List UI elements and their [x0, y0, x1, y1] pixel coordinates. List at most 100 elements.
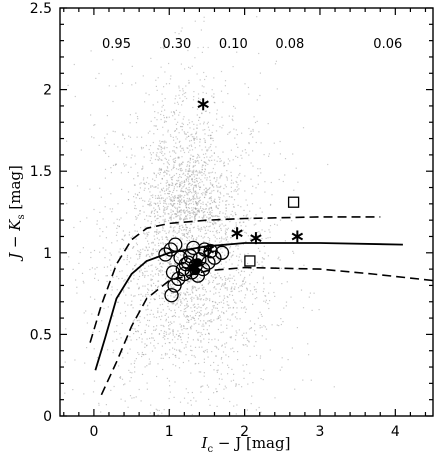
cloud-point	[187, 214, 189, 216]
cloud-point	[133, 362, 135, 364]
cloud-point	[196, 160, 198, 162]
cloud-point	[198, 235, 200, 237]
cloud-point	[198, 287, 200, 289]
cloud-point	[184, 96, 186, 98]
cloud-point	[163, 211, 165, 213]
cloud-point	[173, 150, 175, 152]
cloud-point	[192, 158, 194, 160]
cloud-point	[262, 290, 264, 293]
cloud-point	[206, 221, 208, 223]
cloud-point	[139, 304, 141, 306]
cloud-point	[209, 404, 211, 406]
cloud-point	[220, 185, 222, 187]
cloud-point	[206, 191, 208, 193]
cloud-point	[151, 252, 153, 254]
cloud-point	[168, 116, 170, 118]
cloud-point	[157, 184, 159, 186]
cloud-point	[176, 207, 178, 209]
cloud-point	[153, 316, 155, 318]
cloud-point	[211, 209, 213, 211]
cloud-point	[201, 166, 203, 168]
cloud-point	[171, 204, 173, 206]
cloud-point	[133, 178, 135, 180]
cloud-point	[162, 147, 164, 149]
cloud-point	[72, 389, 74, 391]
cloud-point	[302, 307, 305, 309]
cloud-point	[199, 116, 201, 119]
cloud-point	[179, 176, 181, 178]
cloud-point	[187, 124, 189, 126]
cloud-point	[150, 215, 152, 217]
cloud-point	[221, 251, 223, 253]
cloud-point	[157, 250, 159, 252]
cloud-point	[181, 233, 183, 235]
cloud-point	[226, 301, 228, 303]
cloud-point	[141, 353, 143, 355]
cloud-point	[150, 186, 152, 188]
cloud-point	[225, 176, 228, 178]
cloud-point	[227, 227, 229, 229]
open-circle-point	[165, 265, 181, 280]
cloud-point	[163, 47, 165, 50]
cloud-point	[170, 218, 172, 220]
cloud-point	[239, 274, 242, 276]
cloud-point	[217, 310, 219, 312]
cloud-point	[152, 249, 154, 251]
cloud-point	[127, 406, 129, 408]
cloud-point	[213, 186, 215, 188]
cloud-point	[205, 322, 207, 324]
cloud-point	[206, 261, 208, 263]
cloud-point	[311, 309, 313, 311]
cloud-point	[176, 296, 178, 299]
cloud-point	[196, 298, 198, 300]
cloud-point	[327, 163, 329, 166]
cloud-point	[201, 346, 203, 348]
cloud-point	[212, 96, 214, 99]
cloud-point	[121, 277, 123, 279]
cloud-point	[197, 225, 199, 227]
cloud-point	[189, 214, 191, 216]
cloud-point	[234, 227, 236, 229]
cloud-point	[208, 332, 210, 334]
cloud-point	[256, 261, 258, 263]
cloud-point	[155, 288, 157, 291]
cloud-point	[157, 159, 159, 161]
cloud-point	[278, 256, 280, 258]
cloud-point	[152, 141, 154, 144]
cloud-point	[183, 131, 185, 133]
cloud-point	[121, 322, 123, 324]
cloud-point	[134, 366, 136, 368]
cloud-point	[192, 187, 194, 190]
cloud-point	[224, 282, 226, 284]
cloud-point	[224, 343, 226, 345]
cloud-point	[213, 369, 215, 371]
cloud-point	[179, 206, 181, 208]
cloud-point	[118, 251, 120, 253]
cloud-point	[208, 207, 210, 210]
cloud-point	[230, 336, 232, 338]
cloud-point	[204, 192, 206, 194]
cloud-point	[236, 307, 238, 309]
cloud-point	[218, 255, 220, 257]
cloud-point	[128, 234, 130, 236]
cloud-point	[194, 346, 197, 348]
cloud-point	[209, 160, 211, 162]
cloud-point	[215, 130, 218, 132]
cloud-point	[217, 208, 219, 210]
cloud-point	[202, 212, 204, 214]
cloud-point	[246, 289, 248, 291]
cloud-point	[222, 299, 224, 301]
cloud-point	[124, 302, 126, 304]
cloud-point	[232, 283, 234, 285]
cloud-point	[160, 194, 162, 196]
cloud-point	[105, 293, 107, 295]
cloud-point	[190, 247, 192, 249]
cloud-point	[189, 127, 191, 129]
cloud-point	[195, 208, 197, 210]
cloud-point	[181, 229, 183, 231]
cloud-point	[162, 263, 164, 265]
cloud-point	[150, 253, 153, 255]
cloud-point	[190, 349, 192, 351]
cloud-point	[182, 94, 184, 96]
cloud-point	[214, 277, 217, 279]
